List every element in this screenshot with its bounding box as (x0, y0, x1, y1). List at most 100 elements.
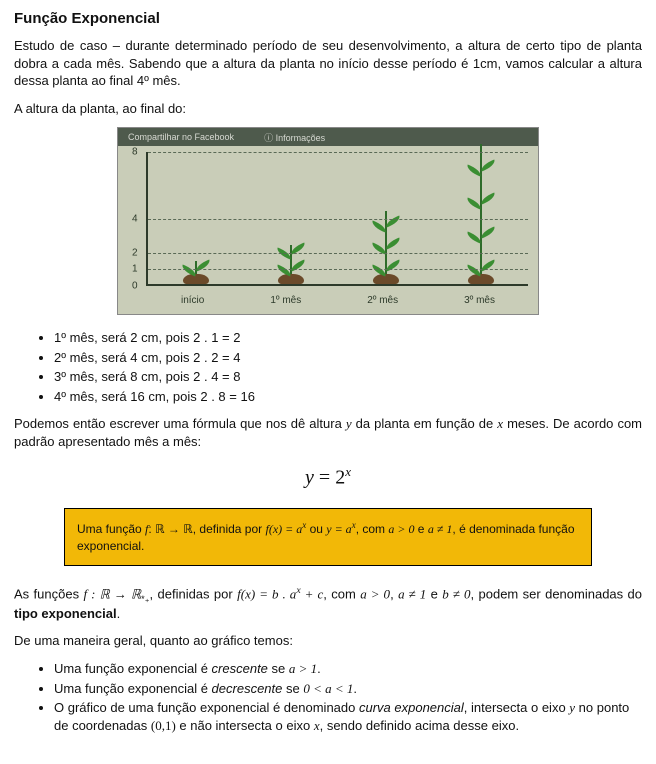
plants-row (148, 152, 528, 284)
gridline (148, 253, 528, 254)
sym-fx: f(x) = a (265, 522, 302, 536)
leaf-icon (370, 220, 387, 232)
text: , com (323, 586, 360, 601)
eq-sign: = (314, 467, 335, 489)
sym-R: ℝ (155, 522, 165, 536)
text: , definida por (193, 522, 266, 536)
eq-lhs: y (305, 467, 314, 489)
sym-R: ℝ (183, 522, 193, 536)
graph-intro: De uma maneira geral, quanto ao gráfico … (14, 632, 642, 650)
point: (0,1) (151, 718, 176, 733)
gridline (148, 219, 528, 220)
leaf-icon (465, 198, 482, 210)
plant-stem (195, 261, 197, 274)
page-title: Função Exponencial (14, 10, 642, 27)
graph-properties-list: Uma função exponencial é crescente se a … (14, 660, 642, 734)
leaf-icon (384, 237, 401, 249)
leaf-icon (275, 248, 292, 260)
italic-term: decrescente (212, 681, 283, 696)
y-tick-label: 0 (132, 281, 138, 292)
text: . (317, 661, 321, 676)
list-item: Uma função exponencial é crescente se a … (54, 660, 642, 678)
share-label: Compartilhar no Facebook (128, 132, 234, 142)
x-label: início (181, 295, 204, 306)
plant (451, 144, 511, 284)
text: , intersecta o eixo (464, 700, 570, 715)
text: , com (356, 522, 389, 536)
y-tick-label: 4 (132, 214, 138, 225)
formula-intro: Podemos então escrever uma fórmula que n… (14, 415, 642, 450)
sym-map: f : ℝ → ℝ (84, 586, 142, 601)
list-item: O gráfico de uma função exponencial é de… (54, 699, 642, 734)
sym-subplus: *₊ (141, 594, 149, 604)
sym-plusc: + c (301, 586, 324, 601)
list-item: 3º mês, será 8 cm, pois 2 . 4 = 8 (54, 368, 642, 386)
italic-term: curva exponencial (359, 700, 464, 715)
text: ou (306, 522, 326, 536)
list-item: 2º mês, será 4 cm, pois 2 . 2 = 4 (54, 349, 642, 367)
month-results-list: 1º mês, será 2 cm, pois 2 . 1 = 2 2º mês,… (14, 329, 642, 405)
text: , podem ser denominadas do (471, 586, 643, 601)
y-tick-label: 8 (132, 147, 138, 158)
text: Uma função (77, 522, 145, 536)
main-equation: y = 2x (14, 464, 642, 490)
list-item: 4º mês, será 16 cm, pois 2 . 8 = 16 (54, 388, 642, 406)
cond: a ≠ 1 (428, 522, 453, 536)
text: Uma função exponencial é (54, 681, 212, 696)
leaf-icon (465, 231, 482, 243)
x-label: 1º mês (270, 295, 301, 306)
leaf-icon (479, 159, 496, 171)
intro-paragraph: Estudo de caso – durante determinado per… (14, 37, 642, 90)
text: da planta em função de (352, 416, 498, 431)
x-labels: início 1º mês 2º mês 3º mês (148, 295, 528, 306)
eq-exp: x (345, 464, 351, 479)
text: se (268, 661, 289, 676)
type-exponential-paragraph: As funções f : ℝ → ℝ*₊, definidas por f(… (14, 584, 642, 623)
text: . (117, 606, 121, 621)
plant (356, 211, 416, 284)
arrow: → (165, 522, 184, 536)
text: O gráfico de uma função exponencial é de… (54, 700, 359, 715)
text: se (282, 681, 303, 696)
sym-fx: f(x) = b . a (237, 586, 296, 601)
plant-stem (385, 211, 387, 274)
gridline (148, 152, 528, 153)
y-tick-label: 1 (132, 264, 138, 275)
plant (261, 245, 321, 285)
leaf-icon (479, 226, 496, 238)
cond: a > 0 (360, 586, 390, 601)
x-label: 2º mês (367, 295, 398, 306)
italic-term: crescente (212, 661, 268, 676)
cond: a > 1 (289, 661, 317, 676)
sym-yeq: y = a (326, 522, 351, 536)
bold-term: tipo exponencial (14, 606, 117, 621)
cond: b ≠ 0 (442, 586, 470, 601)
text: , definidas por (150, 586, 238, 601)
list-item: 1º mês, será 2 cm, pois 2 . 1 = 2 (54, 329, 642, 347)
cond: 0 < a < 1 (303, 681, 353, 696)
eq-base: 2 (335, 467, 345, 489)
leaf-icon (465, 164, 482, 176)
text: , sendo definido acima desse eixo. (320, 718, 519, 733)
text: Uma função exponencial é (54, 661, 212, 676)
gridline (148, 269, 528, 270)
leaf-icon (384, 215, 401, 227)
cond: a ≠ 1 (398, 586, 426, 601)
info-label: Informações (264, 131, 325, 144)
cond: a > 0 (388, 522, 414, 536)
plant-growth-figure: Compartilhar no Facebook Informações iní… (14, 127, 642, 315)
list-item: Uma função exponencial é decrescente se … (54, 680, 642, 698)
text: . (353, 681, 357, 696)
text: As funções (14, 586, 84, 601)
text: e (414, 522, 427, 536)
plant-stem (480, 144, 482, 274)
lead-paragraph: A altura da planta, ao final do: (14, 100, 642, 118)
x-axis (146, 284, 528, 286)
plant (166, 261, 226, 284)
x-label: 3º mês (464, 295, 495, 306)
text: e (426, 586, 442, 601)
leaf-icon (479, 193, 496, 205)
text: Podemos então escrever uma fórmula que n… (14, 416, 346, 431)
text: e não intersecta o eixo (176, 718, 314, 733)
y-tick-label: 2 (132, 247, 138, 258)
